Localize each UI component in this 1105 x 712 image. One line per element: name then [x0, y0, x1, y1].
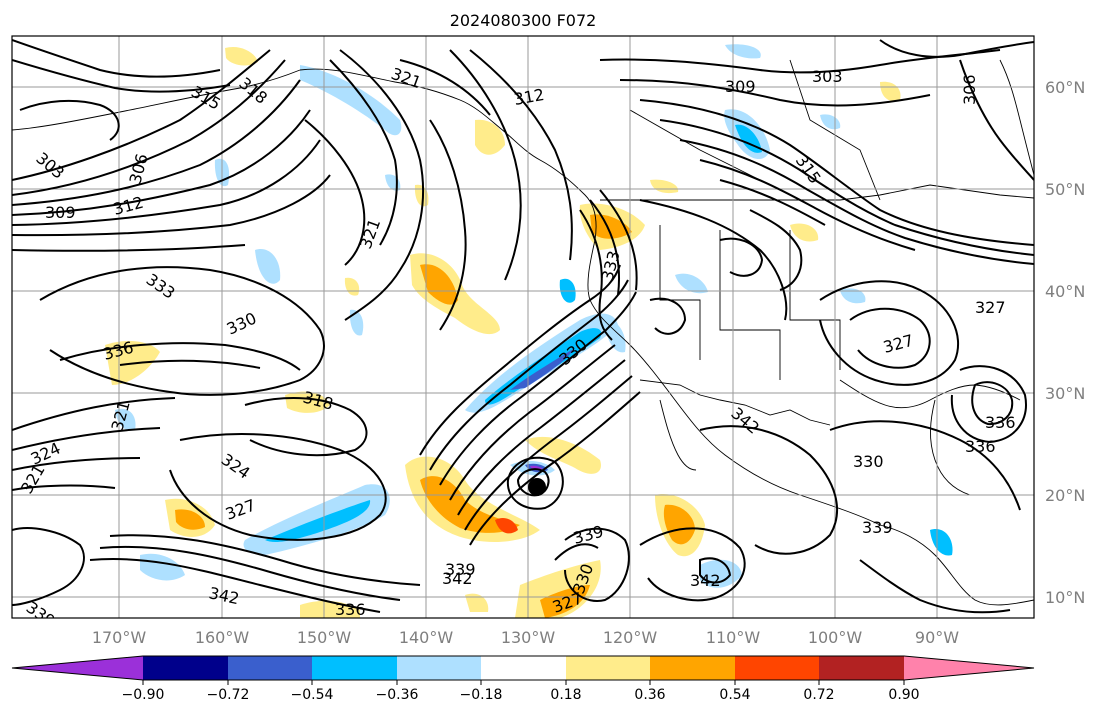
contour-label: 339 [862, 518, 893, 537]
colorbar-tick-label: 0.54 [719, 687, 750, 703]
lon-label: 120°W [603, 628, 658, 647]
warm-anomaly [465, 593, 489, 612]
warm-anomaly [663, 504, 695, 545]
colorbar-tick-label: 0.90 [888, 687, 919, 703]
cold-anomaly [840, 288, 866, 304]
colorbar-segment [566, 656, 650, 680]
cold-anomaly [265, 500, 371, 543]
colorbar-segment [481, 656, 566, 680]
warm-anomaly [420, 264, 458, 305]
lon-label: 140°W [399, 628, 454, 647]
warm-anomaly [225, 46, 258, 66]
contour-lines [12, 39, 1034, 614]
colorbar-segment [650, 656, 735, 680]
lat-label: 40°N [1045, 282, 1085, 301]
lon-label: 110°W [706, 628, 761, 647]
lat-label: 10°N [1045, 588, 1085, 607]
colorbar-segment [735, 656, 819, 680]
lat-label: 20°N [1045, 486, 1085, 505]
colorbar-tick-label: −0.36 [376, 687, 419, 703]
colorbar-tick-label: 0.36 [634, 687, 665, 703]
map-area: 303 306 309 312 315 318 321 324 327 330 … [12, 36, 1034, 619]
lat-label: 30°N [1045, 384, 1085, 403]
colorbar-segment [12, 656, 143, 680]
warm-anomaly [420, 476, 520, 533]
contour-label: 309 [725, 77, 756, 96]
cold-anomaly [930, 529, 953, 556]
cold-anomaly [675, 273, 708, 294]
warm-anomaly [650, 179, 679, 194]
colorbar-tick-label: 0.72 [803, 687, 834, 703]
cold-anomaly [255, 249, 281, 284]
warm-anomaly [515, 560, 601, 618]
contour-label: 342 [442, 569, 473, 588]
colorbar-segment [228, 656, 312, 680]
contour-label: 342 [690, 571, 721, 590]
contour-label: 336 [985, 413, 1016, 432]
contour-label: 306 [960, 74, 979, 105]
cold-anomaly [510, 348, 575, 390]
contour-label: 339 [445, 560, 476, 579]
lon-label: 170°W [92, 628, 147, 647]
contour-label: 336 [335, 600, 366, 619]
colorbar-tick-label: −0.90 [122, 687, 165, 703]
warm-anomaly [590, 214, 632, 239]
contour-label: 336 [965, 437, 996, 456]
contour-label: 327 [975, 298, 1006, 317]
colorbar-tick-label: −0.72 [207, 687, 250, 703]
lon-label: 90°W [915, 628, 959, 647]
colorbar-segment [143, 656, 228, 680]
map-title: 2024080300 F072 [450, 11, 597, 30]
colorbar-segment [904, 656, 1034, 680]
contour-label: 309 [45, 203, 76, 222]
cold-anomaly [349, 309, 364, 336]
colorbar-ticks [142, 680, 905, 685]
warm-anomaly [414, 184, 429, 207]
contour-label: 330 [853, 452, 884, 471]
storm-center-marker [528, 478, 546, 496]
cold-anomaly [700, 559, 742, 588]
lon-label: 150°W [297, 628, 352, 647]
cold-anomaly [485, 328, 602, 405]
graticule [12, 36, 1034, 618]
colorbar-segment [397, 656, 481, 680]
longitude-axis: 170°W 160°W 150°W 140°W 130°W 120°W 110°… [92, 628, 959, 647]
colorbar-segment [819, 656, 904, 680]
colorbar-tick-label: −0.54 [291, 687, 334, 703]
lon-label: 130°W [501, 628, 556, 647]
warm-anomaly [790, 223, 819, 242]
colorbar-segment [312, 656, 397, 680]
warm-anomaly [495, 518, 518, 534]
map-frame [11, 35, 1035, 619]
latitude-axis: 60°N 50°N 40°N 30°N 20°N 10°N [1045, 78, 1085, 607]
contour-label: 303 [812, 67, 843, 86]
lat-label: 50°N [1045, 180, 1085, 199]
colorbar-tick-label: −0.18 [460, 687, 503, 703]
political-boundaries [600, 40, 1034, 426]
cold-anomaly [115, 408, 136, 431]
lon-label: 160°W [195, 628, 250, 647]
coastlines [12, 59, 1034, 606]
warm-anomaly [285, 391, 330, 413]
warm-anomaly [475, 119, 505, 155]
cold-anomaly [725, 44, 761, 59]
colorbar: −0.90 −0.72 −0.54 −0.36 −0.18 0.18 0.36 … [11, 655, 1035, 703]
colorbar-tick-label: 0.18 [550, 687, 581, 703]
lat-label: 60°N [1045, 78, 1085, 97]
cold-anomaly [605, 319, 626, 353]
lon-label: 100°W [808, 628, 863, 647]
warm-anomaly [175, 509, 205, 530]
